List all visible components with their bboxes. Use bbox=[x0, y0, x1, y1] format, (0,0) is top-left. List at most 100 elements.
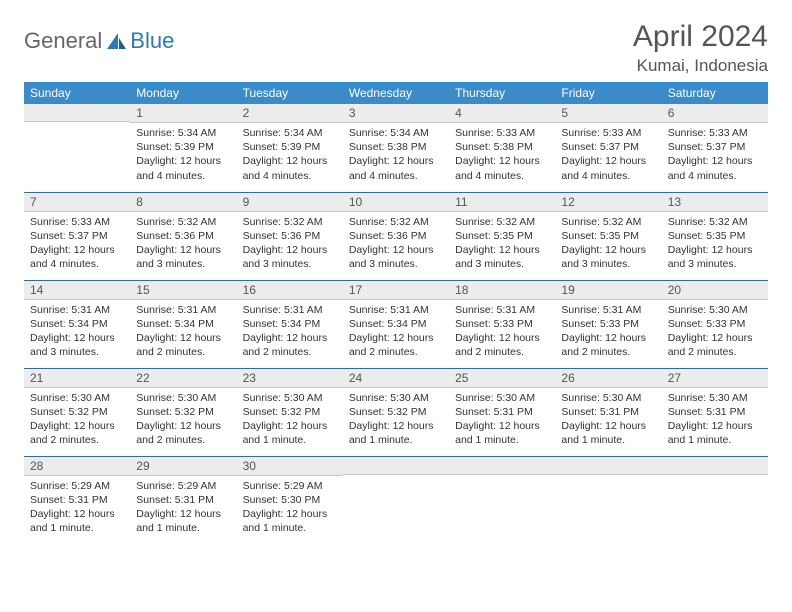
sunrise: Sunrise: 5:33 AM bbox=[561, 126, 655, 140]
day-number: 29 bbox=[130, 457, 236, 476]
day-body: Sunrise: 5:33 AMSunset: 5:38 PMDaylight:… bbox=[449, 123, 555, 187]
calendar-cell bbox=[24, 104, 130, 192]
day-number: 7 bbox=[24, 193, 130, 212]
day-body: Sunrise: 5:31 AMSunset: 5:34 PMDaylight:… bbox=[130, 300, 236, 364]
sunset: Sunset: 5:34 PM bbox=[243, 317, 337, 331]
calendar-cell: 2Sunrise: 5:34 AMSunset: 5:39 PMDaylight… bbox=[237, 104, 343, 192]
sunset: Sunset: 5:37 PM bbox=[30, 229, 124, 243]
day-number: 13 bbox=[662, 193, 768, 212]
daylight-1: Daylight: 12 hours bbox=[668, 331, 762, 345]
daylight-2: and 3 minutes. bbox=[30, 345, 124, 359]
daylight-2: and 1 minute. bbox=[455, 433, 549, 447]
daylight-2: and 4 minutes. bbox=[243, 169, 337, 183]
daylight-2: and 2 minutes. bbox=[668, 345, 762, 359]
daylight-1: Daylight: 12 hours bbox=[455, 331, 549, 345]
weekday-saturday: Saturday bbox=[662, 82, 768, 104]
day-body: Sunrise: 5:30 AMSunset: 5:31 PMDaylight:… bbox=[449, 388, 555, 452]
sunrise: Sunrise: 5:33 AM bbox=[30, 215, 124, 229]
daylight-1: Daylight: 12 hours bbox=[349, 243, 443, 257]
daylight-2: and 2 minutes. bbox=[30, 433, 124, 447]
sunset: Sunset: 5:32 PM bbox=[349, 405, 443, 419]
day-number: 2 bbox=[237, 104, 343, 123]
daylight-2: and 4 minutes. bbox=[668, 169, 762, 183]
daylight-2: and 3 minutes. bbox=[243, 257, 337, 271]
calendar-cell: 19Sunrise: 5:31 AMSunset: 5:33 PMDayligh… bbox=[555, 280, 661, 368]
sunrise: Sunrise: 5:32 AM bbox=[455, 215, 549, 229]
location: Kumai, Indonesia bbox=[633, 56, 768, 76]
day-body: Sunrise: 5:30 AMSunset: 5:32 PMDaylight:… bbox=[237, 388, 343, 452]
sunset: Sunset: 5:37 PM bbox=[668, 140, 762, 154]
day-body: Sunrise: 5:32 AMSunset: 5:36 PMDaylight:… bbox=[237, 212, 343, 276]
daylight-2: and 3 minutes. bbox=[136, 257, 230, 271]
day-number: 6 bbox=[662, 104, 768, 123]
day-body: Sunrise: 5:29 AMSunset: 5:31 PMDaylight:… bbox=[130, 476, 236, 540]
day-body: Sunrise: 5:31 AMSunset: 5:34 PMDaylight:… bbox=[24, 300, 130, 364]
calendar-cell: 18Sunrise: 5:31 AMSunset: 5:33 PMDayligh… bbox=[449, 280, 555, 368]
calendar-cell: 15Sunrise: 5:31 AMSunset: 5:34 PMDayligh… bbox=[130, 280, 236, 368]
calendar-cell: 16Sunrise: 5:31 AMSunset: 5:34 PMDayligh… bbox=[237, 280, 343, 368]
calendar-cell: 21 Sunrise: 5:30 AMSunset: 5:32 PMDayligh… bbox=[24, 368, 130, 456]
daylight-1: Daylight: 12 hours bbox=[30, 243, 124, 257]
sunrise: Sunrise: 5:31 AM bbox=[561, 303, 655, 317]
daylight-1: Daylight: 12 hours bbox=[136, 243, 230, 257]
calendar-cell: 22Sunrise: 5:30 AMSunset: 5:32 PMDayligh… bbox=[130, 368, 236, 456]
day-number: 21 bbox=[24, 369, 130, 388]
daylight-2: and 1 minute. bbox=[349, 433, 443, 447]
sunset: Sunset: 5:31 PM bbox=[668, 405, 762, 419]
calendar-cell: 6Sunrise: 5:33 AMSunset: 5:37 PMDaylight… bbox=[662, 104, 768, 192]
day-number: 3 bbox=[343, 104, 449, 123]
calendar-cell bbox=[449, 456, 555, 544]
sunrise: Sunrise: 5:32 AM bbox=[668, 215, 762, 229]
daylight-2: and 1 minute. bbox=[243, 433, 337, 447]
sunset: Sunset: 5:34 PM bbox=[349, 317, 443, 331]
blank-day-header bbox=[449, 457, 555, 475]
sunset: Sunset: 5:31 PM bbox=[455, 405, 549, 419]
sunrise: Sunrise: 5:33 AM bbox=[668, 126, 762, 140]
day-body: Sunrise: 5:32 AMSunset: 5:35 PMDaylight:… bbox=[555, 212, 661, 276]
blank-day-header bbox=[555, 457, 661, 475]
daylight-1: Daylight: 12 hours bbox=[243, 154, 337, 168]
sunrise: Sunrise: 5:30 AM bbox=[30, 391, 124, 405]
day-body: Sunrise: 5:34 AMSunset: 5:38 PMDaylight:… bbox=[343, 123, 449, 187]
day-body: Sunrise: 5:29 AMSunset: 5:31 PMDaylight:… bbox=[24, 476, 130, 540]
sunrise: Sunrise: 5:30 AM bbox=[136, 391, 230, 405]
day-number: 1 bbox=[130, 104, 236, 123]
day-number: 16 bbox=[237, 281, 343, 300]
sunrise: Sunrise: 5:32 AM bbox=[349, 215, 443, 229]
day-number: 24 bbox=[343, 369, 449, 388]
calendar-cell: 20Sunrise: 5:30 AMSunset: 5:33 PMDayligh… bbox=[662, 280, 768, 368]
sunrise: Sunrise: 5:32 AM bbox=[243, 215, 337, 229]
sunset: Sunset: 5:32 PM bbox=[30, 405, 124, 419]
day-body: Sunrise: 5:32 AMSunset: 5:36 PMDaylight:… bbox=[343, 212, 449, 276]
day-body: Sunrise: 5:30 AMSunset: 5:31 PMDaylight:… bbox=[662, 388, 768, 452]
daylight-2: and 2 minutes. bbox=[136, 433, 230, 447]
day-body: Sunrise: 5:30 AMSunset: 5:33 PMDaylight:… bbox=[662, 300, 768, 364]
daylight-2: and 3 minutes. bbox=[349, 257, 443, 271]
daylight-1: Daylight: 12 hours bbox=[30, 419, 124, 433]
day-number: 19 bbox=[555, 281, 661, 300]
sunrise: Sunrise: 5:31 AM bbox=[349, 303, 443, 317]
sunset: Sunset: 5:34 PM bbox=[30, 317, 124, 331]
sunset: Sunset: 5:35 PM bbox=[455, 229, 549, 243]
calendar-cell: 4Sunrise: 5:33 AMSunset: 5:38 PMDaylight… bbox=[449, 104, 555, 192]
calendar-row: 28Sunrise: 5:29 AMSunset: 5:31 PMDayligh… bbox=[24, 456, 768, 544]
daylight-2: and 3 minutes. bbox=[455, 257, 549, 271]
sunrise: Sunrise: 5:33 AM bbox=[455, 126, 549, 140]
brand-logo: General Blue bbox=[24, 20, 174, 54]
daylight-1: Daylight: 12 hours bbox=[349, 419, 443, 433]
blank-day-header bbox=[24, 104, 130, 122]
calendar-cell bbox=[662, 456, 768, 544]
calendar-cell: 17Sunrise: 5:31 AMSunset: 5:34 PMDayligh… bbox=[343, 280, 449, 368]
blank-day-header bbox=[662, 457, 768, 475]
day-body: Sunrise: 5:34 AMSunset: 5:39 PMDaylight:… bbox=[237, 123, 343, 187]
calendar-cell: 25Sunrise: 5:30 AMSunset: 5:31 PMDayligh… bbox=[449, 368, 555, 456]
daylight-2: and 1 minute. bbox=[30, 521, 124, 535]
sunrise: Sunrise: 5:29 AM bbox=[136, 479, 230, 493]
daylight-1: Daylight: 12 hours bbox=[668, 243, 762, 257]
calendar-row: 7Sunrise: 5:33 AMSunset: 5:37 PMDaylight… bbox=[24, 192, 768, 280]
day-number: 25 bbox=[449, 369, 555, 388]
daylight-1: Daylight: 12 hours bbox=[561, 419, 655, 433]
sunrise: Sunrise: 5:30 AM bbox=[668, 303, 762, 317]
sunrise: Sunrise: 5:29 AM bbox=[243, 479, 337, 493]
day-number: 5 bbox=[555, 104, 661, 123]
